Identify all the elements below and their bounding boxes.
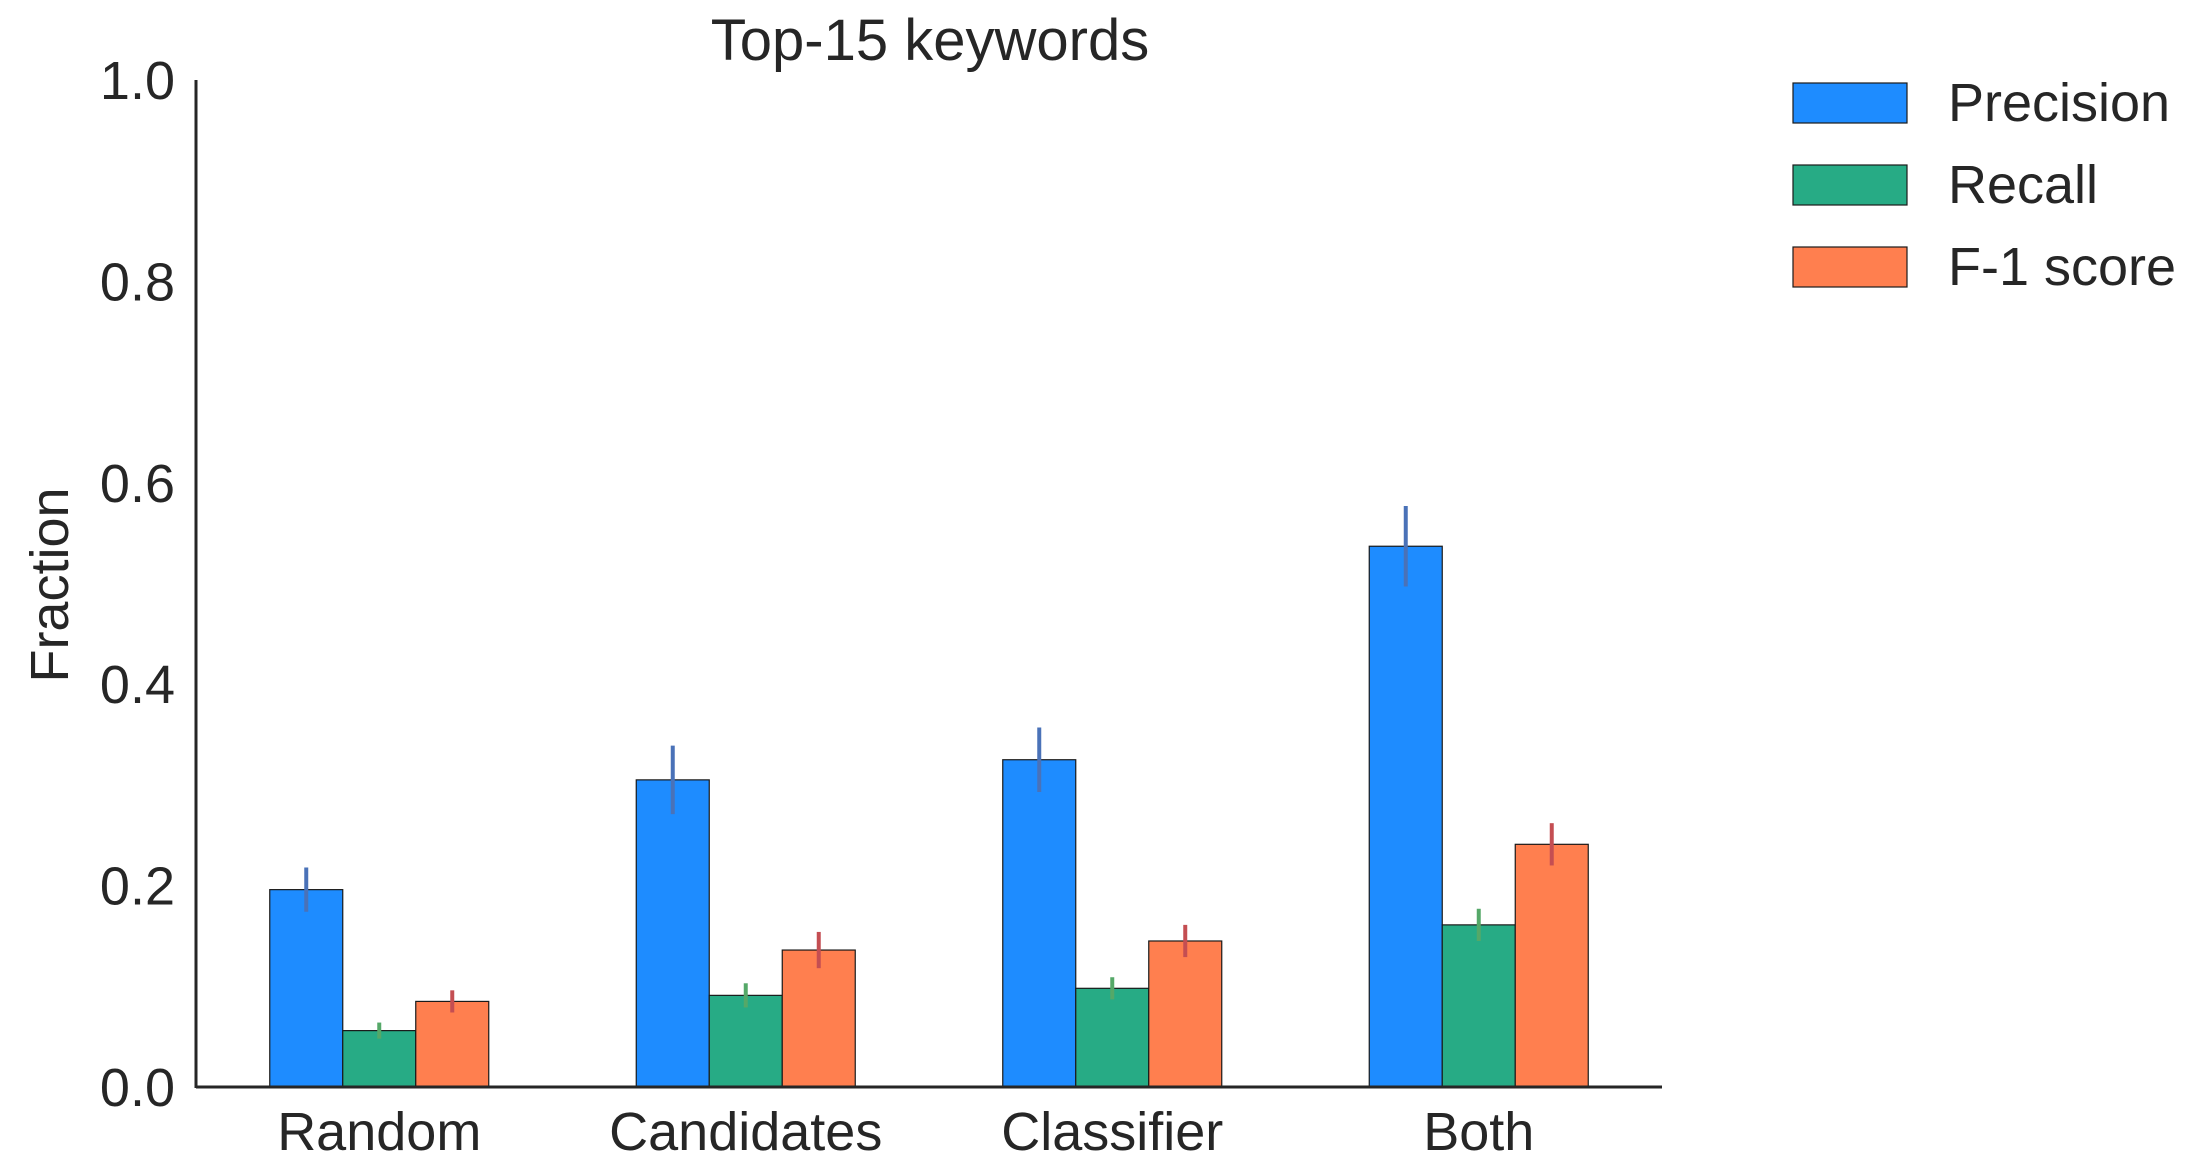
y-tick-label: 0.4 [100,655,175,715]
legend-swatch [1792,164,1908,206]
legend-label: F-1 score [1948,237,2176,297]
error-bars-layer [304,505,1554,1039]
bar-f-1-score-both [1514,843,1589,1088]
x-tick-labels: Random Candidates Classifier Both [277,1102,1534,1157]
bar-f-1-score-classifier [1148,940,1223,1088]
legend-label: Recall [1948,155,2098,215]
legend-swatch [1792,246,1908,288]
bar-f-1-score-candidates [781,949,856,1088]
legend-label: Precision [1948,73,2170,133]
x-tick-label: Random [277,1102,481,1157]
chart-title: Top-15 keywords [711,8,1149,73]
y-tick-label: 0.0 [100,1058,175,1118]
legend-swatch [1792,82,1908,124]
bars-layer [269,545,1589,1088]
y-tick-label: 1.0 [100,51,175,111]
bar-recall-candidates [708,994,783,1088]
legend: Precision Recall F-1 score [1792,73,2176,297]
bar-precision-classifier [1002,759,1077,1088]
bar-precision-random [269,889,344,1088]
y-tick-label: 0.6 [100,454,175,514]
y-tick-labels: 0.0 0.2 0.4 0.6 0.8 1.0 [100,51,175,1118]
bar-f-1-score-random [415,1000,490,1088]
bar-recall-random [342,1030,417,1088]
bar-recall-classifier [1075,987,1150,1088]
y-tick-label: 0.8 [100,252,175,312]
x-tick-label: Both [1423,1102,1534,1157]
x-tick-label: Candidates [609,1102,882,1157]
y-axis-label: Fraction [20,487,80,682]
bar-recall-both [1441,924,1516,1088]
x-tick-label: Classifier [1001,1102,1223,1157]
bar-precision-candidates [635,779,710,1088]
bar-precision-both [1368,545,1443,1088]
y-tick-label: 0.2 [100,857,175,917]
